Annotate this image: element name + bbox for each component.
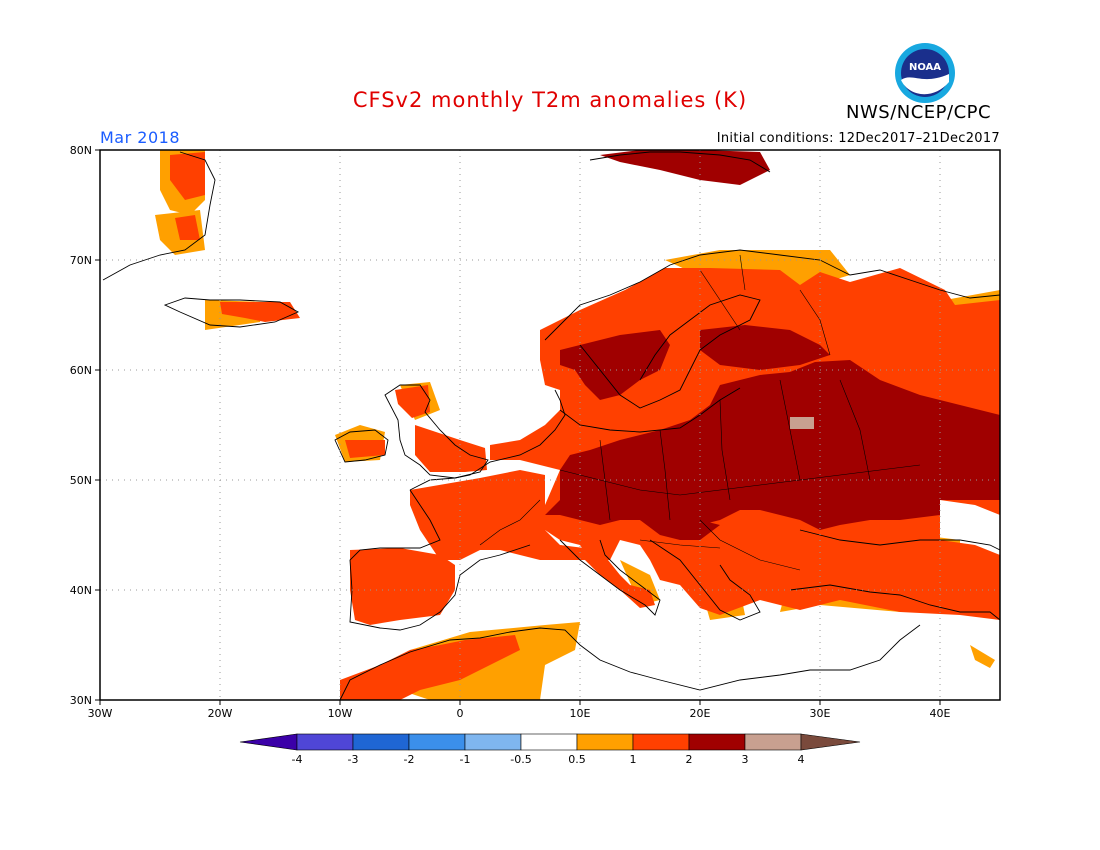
anomaly-region-orange	[970, 645, 995, 668]
noaa-logo: NOAA	[895, 43, 955, 103]
lat-labels: 30N 40N 50N 60N 70N 80N	[70, 144, 92, 707]
lon-label: 0	[457, 707, 464, 720]
colorbar-arrow-low	[239, 733, 298, 751]
colorbar-label: -2	[404, 753, 415, 766]
anomaly-region-dark-red	[600, 150, 770, 185]
anomaly-region-red	[175, 215, 200, 240]
colorbar-label: 0.5	[568, 753, 586, 766]
lat-label: 40N	[70, 584, 92, 597]
anomaly-region-red	[220, 302, 300, 322]
colorbar-labels: -4 -3 -2 -1 -0.5 0.5 1 2 3 4	[292, 753, 805, 766]
forecast-month: Mar 2018	[100, 128, 180, 147]
anomaly-region-red	[415, 425, 487, 472]
lon-label: 40E	[930, 707, 951, 720]
colorbar-label: -1	[460, 753, 471, 766]
colorbar-swatch	[632, 733, 690, 751]
colorbar-label: -0.5	[510, 753, 531, 766]
anomaly-region-red	[170, 152, 205, 200]
lat-label: 50N	[70, 474, 92, 487]
agency-label: NWS/NCEP/CPC	[846, 102, 992, 123]
colorbar-swatch	[352, 733, 410, 751]
map-frame	[99, 149, 1001, 701]
colorbar-label: 1	[630, 753, 637, 766]
coastlines	[102, 151, 1001, 701]
colorbar-swatch	[688, 733, 746, 751]
lon-label: 20E	[690, 707, 711, 720]
colorbar-swatch	[744, 733, 802, 751]
anomaly-region-red	[350, 548, 455, 625]
colorbar-label: -3	[348, 753, 359, 766]
colorbar-swatch	[576, 733, 634, 751]
lat-label: 60N	[70, 364, 92, 377]
anomaly-region-red	[345, 440, 385, 458]
colorbar-label: 4	[798, 753, 805, 766]
colorbar-arrow-high	[800, 733, 861, 751]
graticule	[100, 150, 1000, 700]
lat-label: 30N	[70, 694, 92, 707]
anomaly-region-dark-red	[545, 360, 1000, 530]
initial-conditions: Initial conditions: 12Dec2017–21Dec2017	[716, 131, 1000, 146]
anomaly-region-dark-red	[700, 325, 830, 370]
anomaly-region-red	[395, 385, 430, 418]
lon-label: 30W	[88, 707, 113, 720]
colorbar-label: -4	[292, 753, 303, 766]
map-title: CFSv2 monthly T2m anomalies (K)	[352, 88, 748, 112]
lat-label: 70N	[70, 254, 92, 267]
colorbar-label: 2	[686, 753, 693, 766]
lat-label: 80N	[70, 144, 92, 157]
colorbar-swatch	[296, 733, 354, 751]
lon-label: 30E	[810, 707, 831, 720]
anomaly-region-dark-red	[560, 330, 670, 400]
colorbar-swatch	[520, 733, 578, 751]
lon-label: 20W	[208, 707, 233, 720]
anomaly-regions	[155, 150, 1000, 700]
colorbar	[239, 733, 861, 751]
lon-label: 10E	[570, 707, 591, 720]
anomaly-region-red	[340, 635, 520, 700]
lon-labels: 30W 20W 10W 0 10E 20E 30E 40E	[88, 707, 951, 720]
anomaly-region-red	[410, 470, 585, 560]
colorbar-swatch	[408, 733, 466, 751]
anomaly-region-tan	[790, 417, 814, 429]
noaa-logo-text: NOAA	[909, 62, 941, 73]
anomaly-region-red	[560, 545, 655, 608]
colorbar-swatch	[464, 733, 522, 751]
lon-label: 10W	[328, 707, 353, 720]
tick-marks	[95, 149, 941, 705]
colorbar-label: 3	[742, 753, 749, 766]
